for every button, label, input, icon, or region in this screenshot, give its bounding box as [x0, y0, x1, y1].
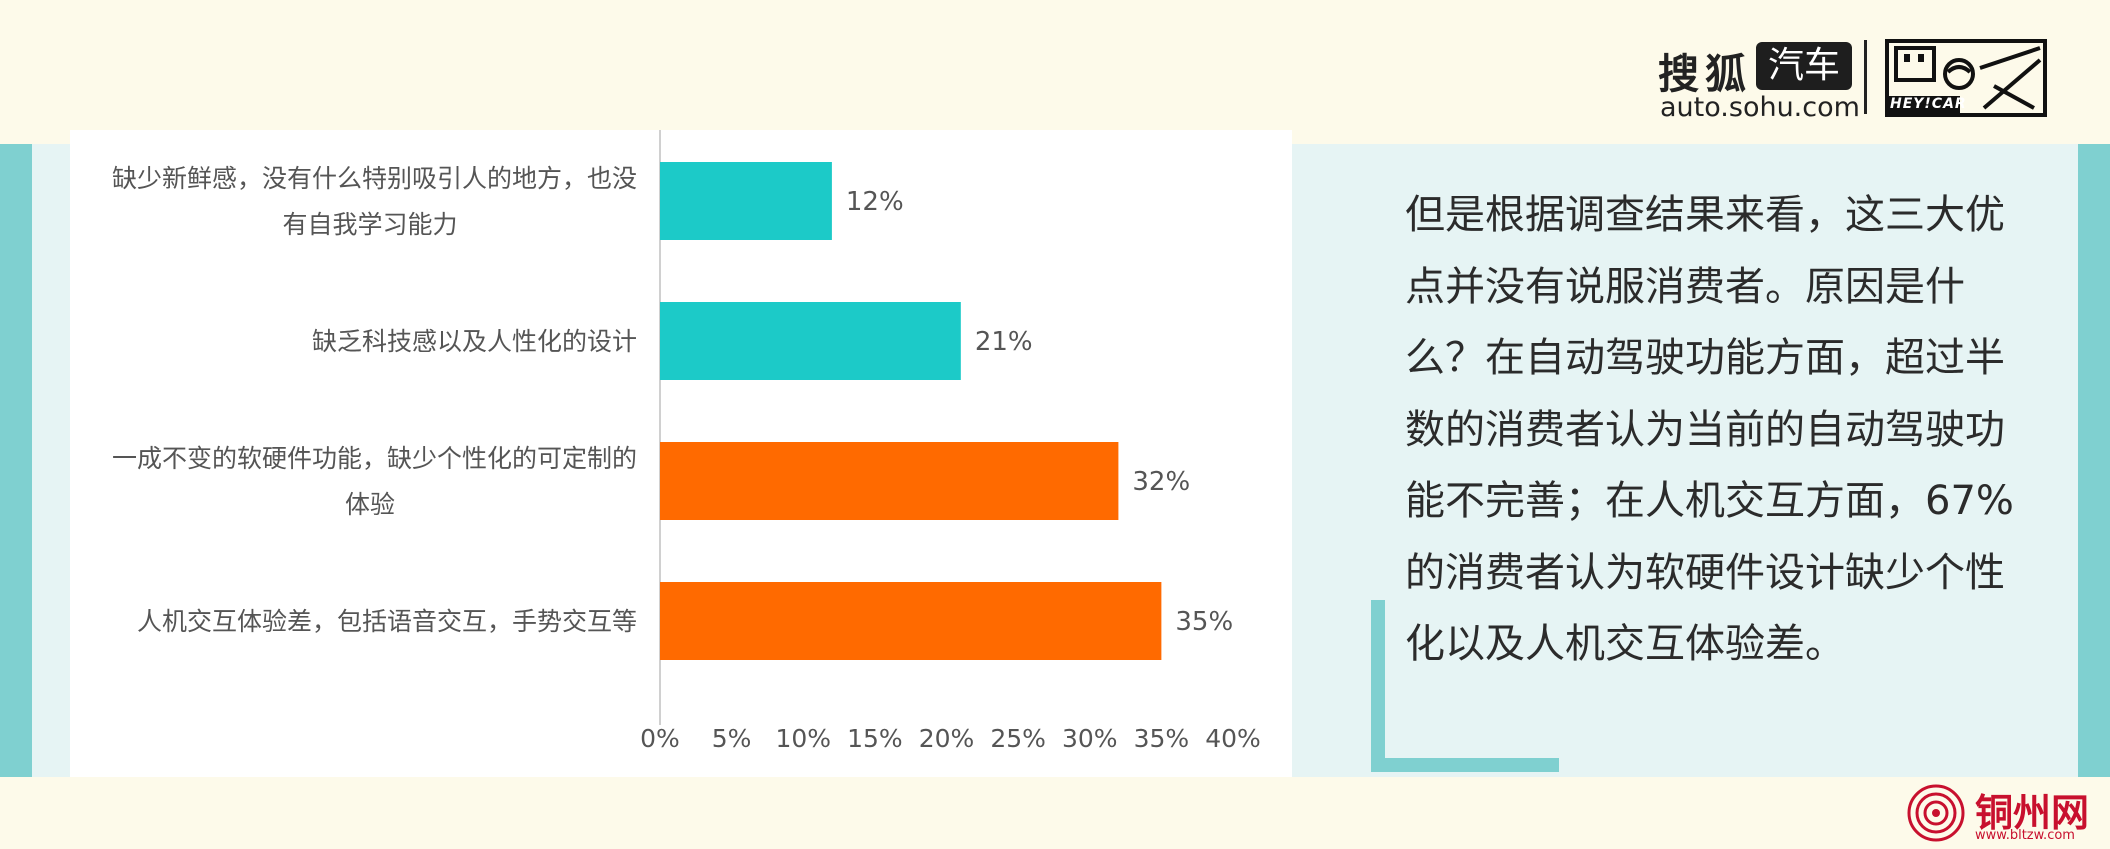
bar [660, 442, 1119, 520]
category-label: 缺少新鲜感，没有什么特别吸引人的地方，也没 [112, 164, 637, 193]
heycar-logo-text: HEY!CAR [1890, 96, 1967, 112]
x-tick-label: 35% [1134, 724, 1190, 753]
watermark-site-url: www.bltzw.com [1975, 828, 2075, 843]
x-tick-label: 30% [1062, 724, 1118, 753]
data-label: 32% [1132, 467, 1190, 497]
tongzhou-logo-icon [1907, 784, 1965, 842]
x-tick-label: 25% [990, 724, 1046, 753]
x-tick-label: 15% [847, 724, 903, 753]
logo-divider [1864, 40, 1867, 114]
category-label: 体验 [345, 490, 395, 519]
watermark-site-name: 铜州网 [1975, 790, 2090, 835]
tongzhou-watermark: 铜州网 www.bltzw.com [1905, 780, 2105, 846]
sohu-auto-logo: 搜狐 汽车 auto.sohu.com HEY!CAR [1658, 36, 2058, 123]
heycar-logo-icon [1885, 39, 2047, 117]
data-label: 35% [1175, 607, 1233, 637]
chart-panel: 12% 缺少新鲜感，没有什么特别吸引人的地方，也没有自我学习能力 21% 缺乏科技感以… [70, 130, 1292, 777]
text-frame-horizontal [1371, 758, 1559, 772]
left-accent-strip [0, 144, 32, 777]
category-label: 一成不变的软硬件功能，缺少个性化的可定制的 [112, 444, 637, 473]
bar [660, 582, 1162, 660]
category-label: 人机交互体验差，包括语音交互，手势交互等 [137, 607, 637, 636]
sohu-auto-url: auto.sohu.com [1660, 92, 1860, 123]
x-tick-label: 5% [712, 724, 752, 753]
x-tick-label: 10% [775, 724, 831, 753]
sohu-brand-text: 搜狐 [1658, 50, 1752, 98]
x-tick-label: 0% [640, 724, 680, 753]
x-tick-label: 20% [919, 724, 975, 753]
article-paragraph: 但是根据调查结果来看，这三大优点并没有说服消费者。原因是什么？在自动驾驶功能方面… [1405, 192, 2014, 667]
data-label: 21% [975, 327, 1033, 357]
bar [660, 302, 961, 380]
category-label: 有自我学习能力 [282, 210, 457, 239]
x-tick-label: 40% [1205, 724, 1261, 753]
bar [660, 162, 832, 240]
text-frame-vertical [1371, 600, 1385, 772]
data-label: 12% [846, 187, 904, 217]
category-label: 缺乏科技感以及人性化的设计 [312, 327, 637, 356]
right-accent-strip [2078, 144, 2110, 777]
car-brand-badge: 汽车 [1756, 42, 1853, 90]
